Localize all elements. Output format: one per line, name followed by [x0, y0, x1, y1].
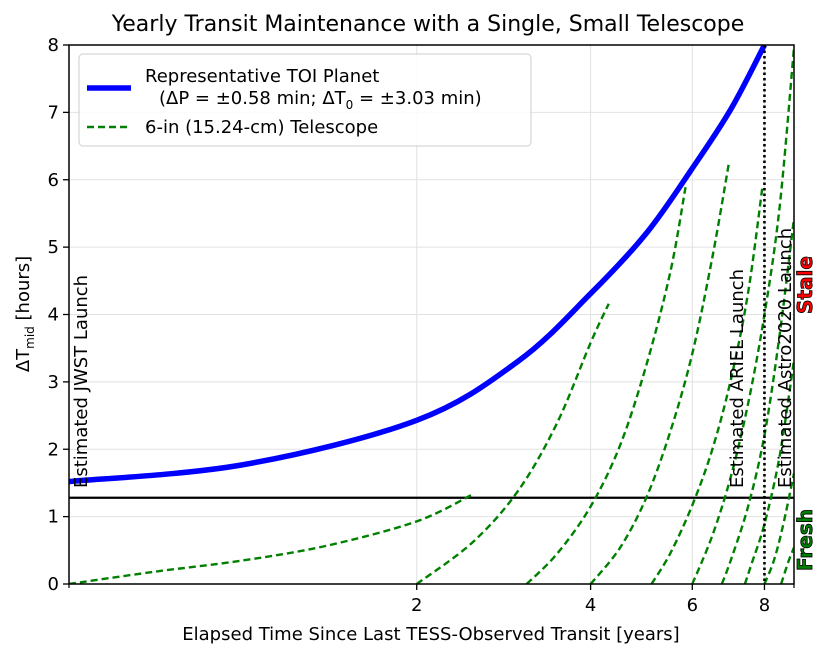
y-axis-label-subscript: mid [23, 326, 37, 349]
telescope-curve-3 [525, 186, 687, 584]
fresh-label: Fresh [793, 509, 817, 571]
telescope-curve-8 [743, 360, 794, 584]
telescope-curve-5 [650, 185, 764, 584]
y-axis-label: ΔTmid [hours] [13, 256, 37, 372]
legend-toi-detail: (ΔP = ±0.58 min; ΔT0 = ±3.03 min) [159, 88, 482, 112]
x-tick-label: 2 [411, 595, 422, 616]
y-tick-label: 3 [48, 372, 59, 393]
jwst-launch-annotation: Estimated JWST Launch [71, 275, 92, 488]
y-tick-label: 1 [48, 507, 59, 528]
telescope-curve-2 [416, 303, 610, 584]
legend-toi-label: Representative TOI Planet [145, 66, 379, 87]
y-axis-label-units: [hours] [13, 256, 34, 326]
stale-label: Stale [793, 256, 817, 314]
x-tick-label: 6 [687, 595, 698, 616]
x-tick-label: 8 [759, 595, 770, 616]
legend-telescope-label: 6-in (15.24-cm) Telescope [145, 117, 378, 138]
telescope-curve-1 [69, 493, 474, 584]
telescope-curve-9 [763, 473, 794, 584]
legend-toi-detail-suffix: = ±3.03 min) [353, 88, 481, 109]
axis-ticks: 0 1 2 3 4 5 6 7 8 2 4 6 8 [48, 35, 795, 616]
y-tick-label: 2 [48, 439, 59, 460]
legend-toi-detail-subscript: 0 [346, 98, 354, 112]
ariel-launch-annotation: Estimated ARIEL Launch [727, 269, 748, 488]
y-tick-label: 0 [48, 574, 59, 595]
x-tick-label: 4 [585, 595, 596, 616]
astro2020-launch-annotation: Estimated Astro2020 Launch [775, 228, 796, 488]
telescope-curve-7 [720, 218, 794, 584]
telescope-curve-10 [779, 547, 794, 584]
y-tick-label: 4 [48, 305, 59, 326]
telescope-curve-6 [691, 47, 794, 584]
telescope-curve-4 [589, 161, 731, 584]
x-axis-label: Elapsed Time Since Last TESS-Observed Tr… [182, 624, 679, 645]
toi-planet-curve [69, 45, 767, 485]
y-tick-label: 6 [48, 170, 59, 191]
chart-title: Yearly Transit Maintenance with a Single… [111, 12, 745, 37]
telescope-curves [69, 47, 794, 584]
legend-box [78, 53, 532, 147]
y-axis-label-main: ΔT [13, 348, 34, 372]
legend: Representative TOI Planet (ΔP = ±0.58 mi… [78, 53, 532, 147]
legend-toi-detail-prefix: (ΔP = ±0.58 min; ΔT [159, 88, 347, 109]
y-tick-label: 5 [48, 237, 59, 258]
y-tick-label: 8 [48, 35, 59, 56]
y-tick-label: 7 [48, 102, 59, 123]
